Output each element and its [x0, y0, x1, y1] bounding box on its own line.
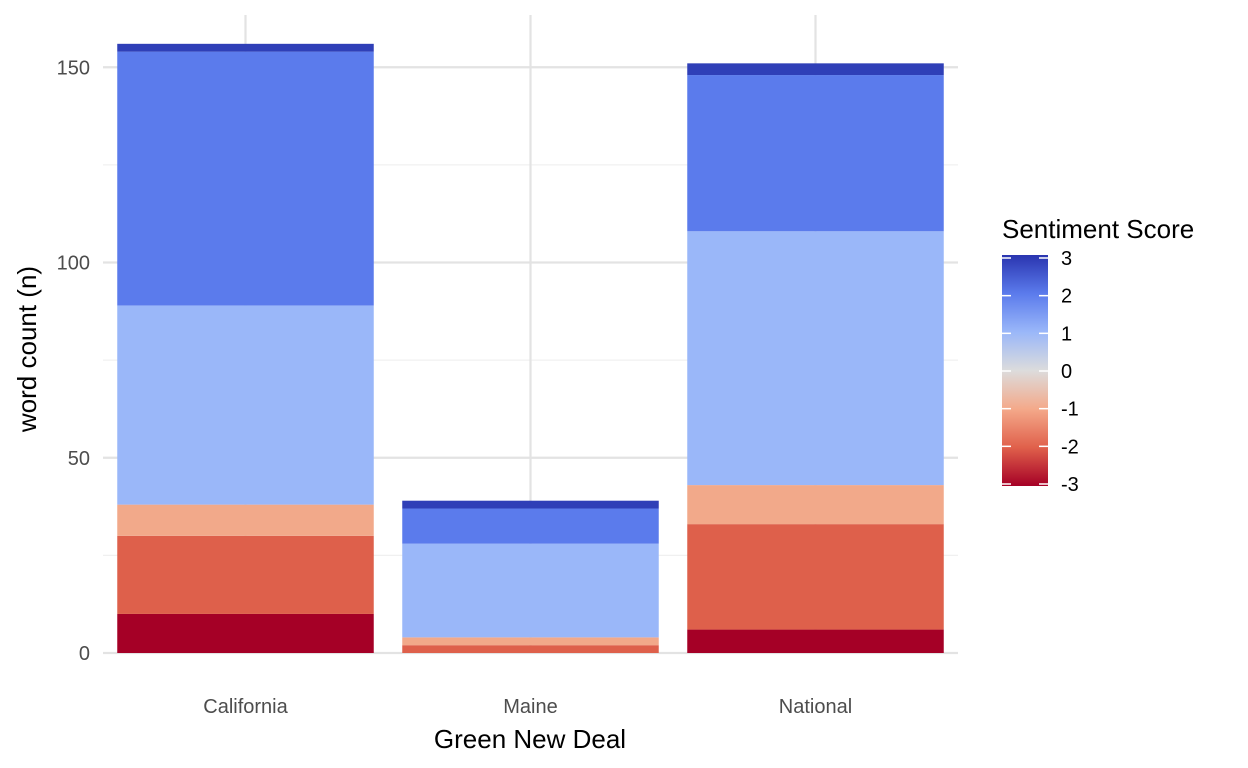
- bar-segment: [402, 508, 659, 544]
- y-tick-label: 0: [79, 643, 90, 665]
- legend-label: 1: [1061, 323, 1072, 345]
- bar-segment: [117, 535, 374, 614]
- y-tick-label: 150: [57, 57, 90, 79]
- y-axis-ticks: 0 50 100 150: [57, 57, 90, 665]
- x-tick-label: California: [203, 696, 288, 718]
- bar-segment: [402, 637, 659, 646]
- x-axis-ticks: California Maine National: [203, 696, 852, 718]
- bar-segment: [117, 613, 374, 653]
- legend-label: 2: [1061, 286, 1072, 308]
- y-tick-label: 100: [57, 253, 90, 275]
- legend: Sentiment Score 3 2 1 0 -1 -2 -3: [1002, 214, 1194, 496]
- legend-label: -2: [1061, 436, 1079, 458]
- bar-segment: [402, 500, 659, 509]
- y-axis-title: word count (n): [12, 266, 42, 433]
- bar-segment: [687, 231, 944, 486]
- legend-label: 3: [1061, 248, 1072, 270]
- legend-title: Sentiment Score: [1002, 214, 1194, 244]
- x-tick-label: Maine: [503, 696, 557, 718]
- bars: [117, 43, 944, 653]
- bar-segment: [687, 524, 944, 630]
- bar-segment: [117, 504, 374, 536]
- legend-label: -3: [1061, 474, 1079, 496]
- bar-segment: [402, 543, 659, 638]
- bar-segment: [687, 485, 944, 525]
- legend-label: 0: [1061, 361, 1072, 383]
- bar-segment: [117, 43, 374, 52]
- bar-segment: [402, 645, 659, 653]
- y-tick-label: 50: [68, 448, 90, 470]
- x-tick-label: National: [779, 696, 852, 718]
- x-axis-title: Green New Deal: [434, 724, 626, 754]
- bar-segment: [687, 75, 944, 232]
- bar-segment: [117, 305, 374, 505]
- legend-ticks: 3 2 1 0 -1 -2 -3: [1002, 248, 1079, 496]
- bar-segment: [117, 51, 374, 306]
- bar-segment: [687, 63, 944, 76]
- legend-label: -1: [1061, 399, 1079, 421]
- bar-segment: [687, 629, 944, 653]
